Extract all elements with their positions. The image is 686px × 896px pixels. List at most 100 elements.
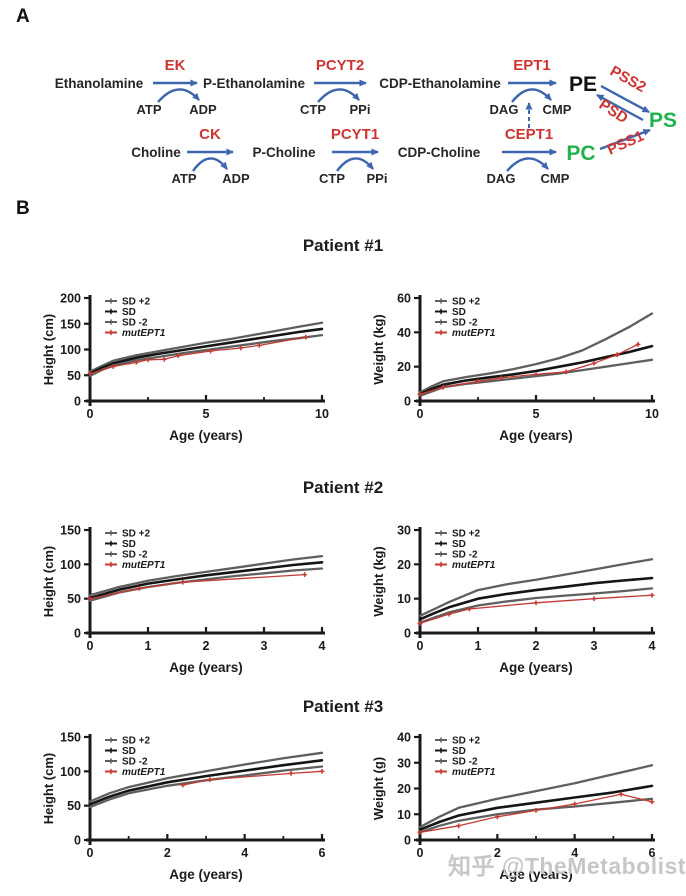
legend-label: SD +2: [452, 297, 481, 308]
legend-label: SD: [452, 539, 466, 550]
panel-a-pathway-diagram: Ethanolamine EK ATP ADP P-Ethanolamine P…: [0, 22, 686, 200]
arrow-pe-to-ps: [600, 84, 650, 114]
series-sd--2: [418, 587, 654, 624]
series-mutept1: [89, 573, 306, 600]
x-tick-label: 4: [319, 639, 326, 653]
cofactor-dag-2: DAG: [487, 171, 516, 186]
legend-label: SD -2: [122, 318, 148, 329]
y-tick-label: 150: [60, 731, 81, 745]
y-tick-label: 0: [404, 627, 411, 641]
panel-a-label: A: [16, 6, 30, 27]
intermediate-p-choline: P-Choline: [253, 145, 316, 160]
legend-label: SD: [452, 746, 466, 757]
enzyme-cept1: CEPT1: [505, 126, 553, 143]
cofactor-cmp-1: CMP: [543, 102, 572, 117]
legend-label: SD +2: [122, 297, 151, 308]
y-tick-label: 10: [397, 592, 411, 606]
y-tick-label: 60: [397, 292, 411, 306]
intermediate-p-ethanolamine: P-Ethanolamine: [203, 76, 306, 91]
x-tick-label: 2: [164, 846, 171, 860]
height-chart-svg: 0 1 2 3 4 0 50 100 150 Height (cm) Age (years) SD +…: [41, 524, 326, 676]
series-sd-+2: [418, 312, 654, 394]
x-tick-label: 10: [315, 407, 329, 421]
x-axis-title: Age (years): [499, 867, 573, 882]
x-tick-label: 1: [145, 639, 152, 653]
intermediate-cdp-choline: CDP-Choline: [398, 145, 481, 160]
y-tick-label: 50: [67, 369, 81, 383]
series-sd-+2: [418, 558, 654, 617]
series-sd-+2: [88, 554, 324, 597]
x-tick-label: 5: [203, 407, 210, 421]
cofactor-atp-2: ATP: [171, 171, 196, 186]
y-tick-label: 0: [404, 395, 411, 409]
legend-label: SD -2: [122, 757, 148, 768]
x-axis-title: Age (years): [499, 428, 573, 443]
x-tick-label: 4: [571, 846, 578, 860]
y-tick-label: 10: [397, 808, 411, 822]
enzyme-ek: EK: [165, 57, 186, 74]
cofactor-cmp-2: CMP: [541, 171, 570, 186]
y-tick-label: 30: [397, 756, 411, 770]
y-axis-title: Height (cm): [41, 546, 56, 618]
y-tick-label: 0: [74, 395, 81, 409]
chart-patient3-weight: 0 2 4 6 0 10 20 30 40 Weight (g) Age (years) SD +2 S…: [370, 724, 662, 886]
x-tick-label: 0: [417, 846, 424, 860]
intermediate-cdp-ethanolamine: CDP-Ethanolamine: [379, 76, 501, 91]
y-tick-label: 20: [397, 360, 411, 374]
x-tick-label: 4: [649, 639, 656, 653]
kennedy-pathway-svg: Ethanolamine EK ATP ADP P-Ethanolamine P…: [55, 57, 677, 186]
substrate-choline: Choline: [131, 145, 181, 160]
legend-label: SD +2: [452, 736, 481, 747]
cofactor-ctp-1: CTP: [300, 102, 326, 117]
x-tick-label: 3: [261, 639, 268, 653]
x-axis-title: Age (years): [499, 660, 573, 675]
y-tick-label: 50: [67, 592, 81, 606]
x-tick-label: 0: [417, 639, 424, 653]
y-tick-label: 30: [397, 524, 411, 538]
legend-label: SD: [122, 307, 136, 318]
series-mutept1: [89, 336, 307, 375]
chart-patient1-height: 0 5 10 0 50 100 150 200 Height (cm) Age (years) SD…: [40, 285, 332, 447]
y-tick-label: 100: [60, 343, 81, 357]
enzyme-pss1: PSS1: [605, 128, 647, 159]
y-tick-label: 100: [60, 558, 81, 572]
y-tick-label: 40: [397, 326, 411, 340]
x-tick-label: 2: [494, 846, 501, 860]
series-sd: [88, 758, 324, 806]
legend-label: mutEPT1: [452, 328, 496, 339]
x-tick-label: 0: [87, 846, 94, 860]
cofactor-arc-ck: [192, 157, 228, 172]
y-tick-label: 150: [60, 317, 81, 331]
x-tick-label: 4: [241, 846, 248, 860]
y-tick-label: 100: [60, 765, 81, 779]
x-tick-label: 10: [645, 407, 659, 421]
x-tick-label: 0: [87, 407, 94, 421]
x-tick-label: 0: [417, 407, 424, 421]
legend-label: SD: [122, 539, 136, 550]
legend-label: mutEPT1: [452, 767, 496, 778]
cofactor-adp-1: ADP: [189, 102, 217, 117]
cofactor-arc-pcyt2: [317, 88, 360, 103]
series-sd: [88, 327, 324, 375]
series-sd: [88, 560, 324, 600]
chart-patient3-height: 0 2 4 6 0 50 100 150 Height (cm) Age (years) SD +2…: [40, 724, 332, 886]
x-tick-label: 0: [87, 639, 94, 653]
x-tick-label: 6: [319, 846, 326, 860]
y-tick-label: 0: [74, 627, 81, 641]
legend-label: SD: [452, 307, 466, 318]
legend-label: mutEPT1: [122, 328, 166, 339]
x-tick-label: 3: [591, 639, 598, 653]
y-tick-label: 20: [397, 558, 411, 572]
chart-patient2-weight: 0 1 2 3 4 0 10 20 30 Weight (kg) Age (years) SD +2 S…: [370, 517, 662, 679]
cofactor-ppi-2: PPi: [367, 171, 388, 186]
watermark-text: 知乎 @TheMetabolist: [448, 853, 686, 879]
enzyme-ck: CK: [199, 126, 221, 143]
y-axis-title: Weight (g): [371, 757, 386, 820]
y-tick-label: 150: [60, 524, 81, 538]
y-axis-title: Height (cm): [41, 753, 56, 825]
x-tick-label: 1: [475, 639, 482, 653]
cofactor-ctp-2: CTP: [319, 171, 345, 186]
y-axis-title: Weight (kg): [371, 314, 386, 385]
